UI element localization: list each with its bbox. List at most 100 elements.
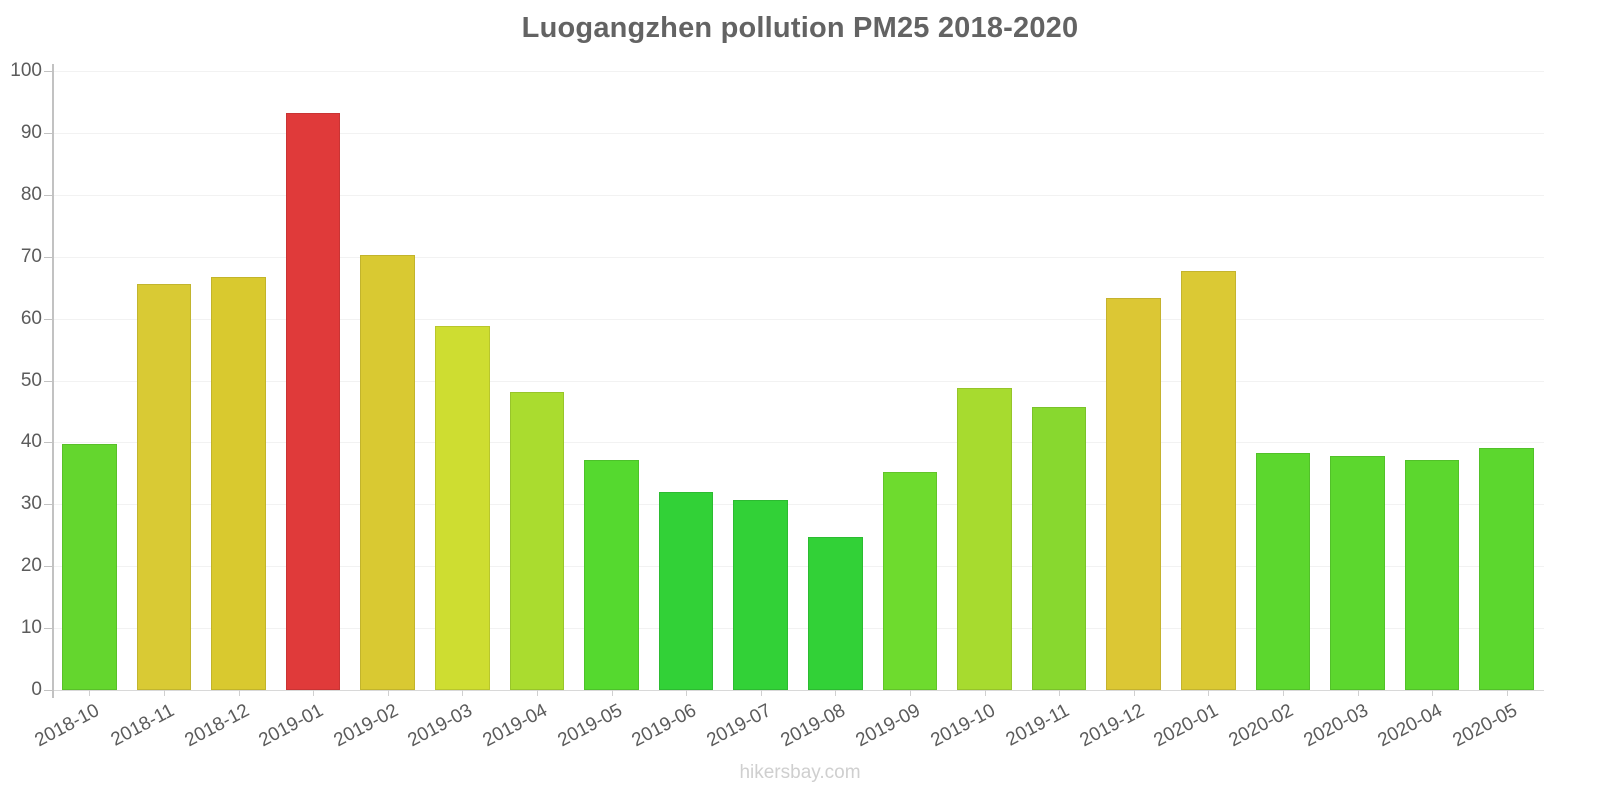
y-axis-tick-mark [44,566,53,568]
x-axis-tick-label: 2019-06 [628,700,700,752]
bar[interactable] [658,491,714,690]
x-axis-tick-mark [1059,690,1061,696]
x-axis-tick-label: 2019-12 [1076,700,1148,752]
x-axis-tick-mark [1432,690,1434,696]
y-axis-tick-mark [44,71,53,72]
chart-title: Luogangzhen pollution PM25 2018-2020 [521,12,1079,44]
y-axis-tick-mark [44,380,53,382]
x-axis-tick-mark [1208,690,1210,696]
x-axis-tick-mark [387,690,389,696]
y-axis-tick-label: 0 [31,679,42,700]
y-axis-tick-mark [44,442,53,444]
bar[interactable] [733,499,788,690]
bar[interactable] [957,387,1012,690]
x-axis-tick-label: 2018-11 [107,700,178,751]
bar[interactable] [1031,407,1087,690]
gridline [52,690,1544,691]
y-axis-tick-label: 30 [20,493,42,515]
x-axis-tick-mark [163,690,165,696]
bar[interactable] [584,460,639,690]
y-axis-tick-mark [44,256,53,258]
bar[interactable] [1106,297,1161,690]
bar[interactable] [1181,270,1236,690]
x-axis-tick-label: 2019-02 [330,700,402,752]
bar[interactable] [136,283,192,690]
bar[interactable] [1255,452,1311,690]
y-axis-tick-mark [44,318,53,320]
gridline [52,628,1544,630]
x-axis-tick-mark [238,690,240,696]
x-axis-tick-label: 2020-01 [1150,700,1223,752]
x-axis-tick-label: 2020-04 [1374,700,1446,752]
x-axis-tick-label: 2019-10 [926,700,999,752]
y-axis-tick-mark [44,132,53,134]
x-axis-tick-mark [1506,690,1508,696]
bar[interactable] [509,391,565,690]
x-axis-tick-mark [984,690,986,696]
bar[interactable] [435,326,490,690]
x-axis-tick-label: 2019-09 [852,700,924,752]
y-axis-tick-label: 60 [20,307,42,329]
gridline [52,566,1544,568]
bar[interactable] [62,444,117,690]
bar[interactable] [808,536,863,690]
x-axis: 2018-10 2018-11 2018-12 2019-01 2019-02 2019-… [32,690,1544,770]
x-axis-tick-mark [909,690,911,696]
x-axis-tick-label: 2019-03 [404,700,477,752]
chart-footer-source: hikersbay.com [739,762,861,783]
x-axis-tick-mark [1282,690,1284,696]
plot-area [52,71,1544,691]
x-axis-tick-mark [611,690,613,696]
bar[interactable] [882,471,938,690]
gridline [52,256,1544,258]
x-axis-tick-label: 2019-01 [255,700,327,752]
x-axis-tick-label: 2018-12 [180,700,253,752]
y-axis-tick-label: 20 [20,555,42,577]
x-axis-tick-mark [536,690,538,696]
y-axis-tick-mark [44,690,53,691]
y-axis-tick-label: 90 [20,121,42,143]
y-axis-tick-mark [44,628,53,630]
bar[interactable] [360,255,415,690]
x-axis-tick-label: 2020-02 [1225,700,1297,752]
x-axis-tick-mark [1357,690,1359,696]
gridline [52,380,1544,382]
gridline [52,194,1544,196]
x-axis-tick-label: 2019-11 [1002,700,1073,751]
bar[interactable] [1404,460,1460,690]
x-axis-tick-mark [313,690,315,696]
x-axis-tick-mark [1133,690,1135,696]
gridline [52,71,1544,72]
bar[interactable] [1330,456,1385,690]
x-axis-tick-mark [89,690,91,696]
y-axis-tick-label: 80 [20,183,42,205]
x-axis-tick-label: 2020-05 [1449,700,1521,752]
y-axis-line [52,64,54,698]
x-axis-tick-label: 2019-04 [479,700,551,752]
bars-container [52,71,1544,690]
y-axis-tick-label: 100 [10,60,42,81]
x-axis-tick-label: 2019-05 [553,700,626,752]
y-axis-tick-mark [44,194,53,196]
x-axis-tick-label: 2019-08 [777,700,850,752]
x-axis-tick-label: 2018-10 [31,700,104,752]
gridline [52,132,1544,134]
y-axis-tick-label: 50 [20,369,42,391]
y-axis-tick-label: 70 [20,245,42,267]
bar[interactable] [211,277,266,690]
y-axis-tick-mark [44,504,53,506]
x-axis-tick-mark [760,690,762,696]
y-axis-tick-label: 10 [20,617,42,639]
x-axis-tick-mark [686,690,688,696]
x-axis-tick-label: 2020-03 [1299,700,1372,752]
x-axis-tick-label: 2019-07 [703,700,775,752]
y-axis-tick-label: 40 [20,431,42,453]
gridline [52,504,1544,506]
bar[interactable] [1479,447,1534,690]
bar[interactable] [285,113,341,690]
x-axis-tick-mark [462,690,464,696]
gridline [52,442,1544,444]
gridline [52,318,1544,320]
x-axis-tick-mark [835,690,837,696]
